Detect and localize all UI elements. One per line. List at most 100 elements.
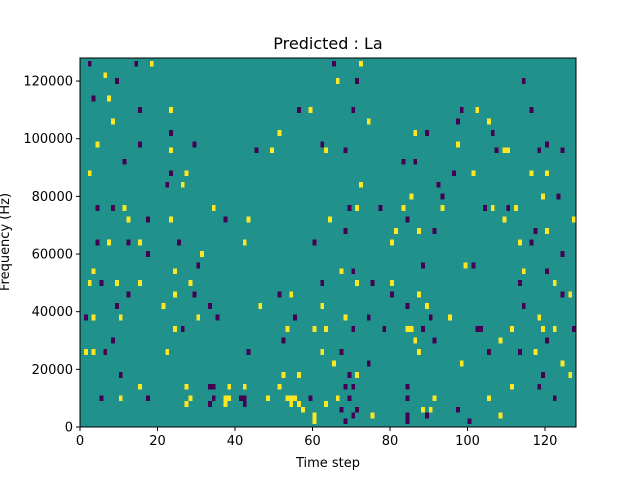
- heatmap-cell: [351, 268, 356, 275]
- heatmap-cell: [452, 170, 456, 177]
- heatmap-cell: [114, 303, 119, 309]
- heatmap-cell: [242, 395, 247, 402]
- heatmap-cell: [312, 239, 317, 246]
- heatmap-cell: [405, 216, 410, 223]
- heatmap-cell: [529, 170, 534, 177]
- heatmap-cell: [114, 279, 119, 286]
- heatmap-cell: [324, 326, 329, 332]
- heatmap-cell: [83, 349, 88, 355]
- heatmap-cell: [560, 360, 565, 367]
- heatmap-cell: [169, 147, 174, 154]
- heatmap-cell: [475, 107, 480, 113]
- heatmap-cell: [95, 141, 100, 148]
- heatmap-cell: [405, 326, 410, 332]
- heatmap-cell: [390, 291, 394, 298]
- y-axis-ticks: 0 20000 40000 60000 80000 100000 120000: [23, 75, 80, 436]
- heatmap-cell: [207, 401, 212, 407]
- heatmap-cell: [258, 303, 263, 309]
- heatmap-cell: [556, 193, 561, 200]
- y-tick-label: 0: [65, 421, 73, 436]
- heatmap-cell: [355, 372, 360, 378]
- heatmap-cell: [196, 262, 201, 269]
- heatmap-cell: [537, 383, 542, 390]
- heatmap-cell: [207, 303, 212, 309]
- heatmap-cell: [138, 279, 143, 286]
- heatmap-cell: [87, 170, 92, 177]
- x-tick-label: 120: [533, 434, 558, 449]
- heatmap-cell: [211, 205, 216, 211]
- heatmap-cell: [541, 193, 546, 200]
- heatmap-cell: [455, 406, 460, 413]
- heatmap-cell: [552, 395, 557, 402]
- heatmap-cell: [521, 303, 526, 309]
- heatmap-cell: [343, 383, 348, 390]
- heatmap-cell: [572, 326, 577, 332]
- heatmap-cell: [572, 216, 577, 223]
- heatmap-cell: [238, 395, 243, 402]
- heatmap-cell: [366, 360, 371, 367]
- heatmap-cell: [347, 395, 352, 402]
- heatmap-cell: [324, 147, 329, 154]
- heatmap-cell: [343, 147, 348, 154]
- heatmap-cell: [351, 107, 356, 113]
- heatmap-cell: [401, 158, 406, 165]
- heatmap-cell: [184, 170, 189, 177]
- heatmap-cell: [297, 401, 301, 407]
- heatmap-cell: [99, 279, 104, 286]
- heatmap-cell: [351, 383, 356, 390]
- heatmap-cell: [281, 372, 286, 378]
- heatmap-cell: [176, 239, 181, 246]
- heatmap-cell: [335, 78, 340, 84]
- heatmap-cell: [355, 205, 360, 211]
- heatmap-cell: [95, 205, 100, 211]
- heatmap-cell: [277, 383, 282, 390]
- heatmap-cell: [506, 205, 511, 211]
- heatmap-cell: [351, 326, 356, 332]
- heatmap-cell: [95, 239, 100, 246]
- heatmap-cell: [424, 303, 429, 309]
- heatmap-cell: [320, 141, 325, 148]
- heatmap-cell: [521, 78, 526, 84]
- heatmap-cell: [479, 326, 484, 332]
- heatmap-cell: [529, 107, 534, 113]
- heatmap-cell: [347, 372, 352, 378]
- heatmap-cell: [324, 401, 329, 407]
- heatmap-cell: [552, 326, 557, 332]
- heatmap-cell: [486, 349, 491, 355]
- heatmap-cell: [145, 395, 150, 402]
- heatmap-cell: [138, 141, 143, 148]
- heatmap-cell: [471, 170, 476, 177]
- heatmap-cell: [312, 326, 317, 332]
- heatmap-cell: [180, 181, 185, 188]
- heatmap-cell: [331, 360, 336, 367]
- heatmap-cell: [390, 239, 394, 246]
- heatmap-cell: [510, 326, 515, 332]
- x-tick-label: 60: [304, 434, 321, 449]
- heatmap-cell: [413, 158, 418, 165]
- heatmap-cell: [246, 216, 251, 223]
- heatmap-cell: [103, 349, 108, 355]
- heatmap-cell: [320, 279, 325, 286]
- heatmap-cell: [471, 262, 476, 269]
- x-tick-label: 100: [455, 434, 480, 449]
- heatmap-cell: [351, 412, 356, 419]
- heatmap-cell: [118, 372, 123, 378]
- heatmap-cell: [417, 291, 422, 298]
- heatmap-cell: [242, 239, 247, 246]
- heatmap-cell: [448, 314, 453, 321]
- heatmap-cell: [413, 130, 418, 136]
- x-tick-label: 80: [382, 434, 399, 449]
- heatmap-cell: [297, 107, 301, 113]
- heatmap-cell: [568, 291, 573, 298]
- heatmap-cell: [537, 314, 542, 321]
- heatmap-cell: [184, 383, 189, 390]
- heatmap-cell: [436, 181, 441, 188]
- heatmap-cell: [455, 118, 460, 125]
- heatmap-cell: [145, 251, 150, 257]
- heatmap-cell: [192, 141, 197, 148]
- heatmap-cell: [405, 418, 410, 425]
- heatmap-cell: [494, 147, 499, 154]
- heatmap-cell: [297, 372, 301, 378]
- heatmap-cell: [537, 147, 542, 154]
- heatmap-cell: [440, 205, 445, 211]
